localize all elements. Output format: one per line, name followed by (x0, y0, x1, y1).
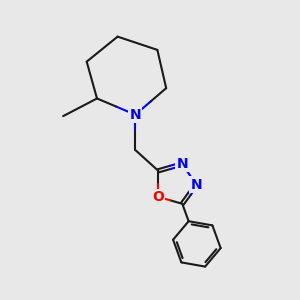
Text: N: N (130, 108, 141, 122)
Text: O: O (152, 190, 164, 204)
Text: N: N (190, 178, 202, 192)
Text: N: N (176, 157, 188, 171)
